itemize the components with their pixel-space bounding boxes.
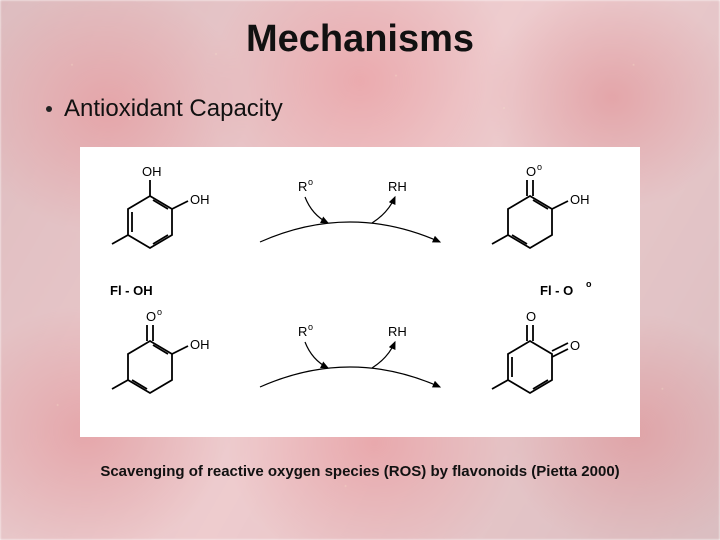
- label-o: O: [570, 338, 580, 353]
- reaction-diagram: OH OH Fl - OH R o RH: [80, 147, 640, 437]
- svg-text:Fl - O: Fl - O: [540, 283, 573, 298]
- slide-content: Mechanisms Antioxidant Capacity OH: [0, 0, 720, 540]
- bullet-dot-icon: [46, 106, 52, 112]
- label-r-radical: R: [298, 324, 307, 339]
- bullet-text: Antioxidant Capacity: [64, 95, 283, 123]
- label-o: O: [146, 309, 156, 324]
- bullet-row: Antioxidant Capacity: [46, 95, 680, 123]
- radical-dot: o: [308, 322, 313, 332]
- label-fl-oh: Fl - OH: [110, 283, 153, 298]
- label-fl-o-radical: Fl - O o: [540, 279, 592, 298]
- label-oh: OH: [190, 192, 210, 207]
- row1-arrow: R o RH: [260, 177, 440, 242]
- row2-reactant: O o OH: [112, 307, 210, 393]
- radical-dot: o: [537, 162, 542, 172]
- label-rh: RH: [388, 324, 407, 339]
- label-oh: OH: [570, 192, 590, 207]
- diagram-caption: Scavenging of reactive oxygen species (R…: [40, 463, 680, 480]
- label-o: O: [526, 309, 536, 324]
- slide-title: Mechanisms: [40, 18, 680, 61]
- radical-dot: o: [157, 307, 162, 317]
- label-oh: OH: [190, 337, 210, 352]
- label-o: O: [526, 164, 536, 179]
- reaction-svg: OH OH Fl - OH R o RH: [80, 147, 640, 437]
- row2-arrow: R o RH: [260, 322, 440, 387]
- radical-dot: o: [308, 177, 313, 187]
- label-r-radical: R: [298, 179, 307, 194]
- row2-product: O O: [492, 309, 580, 393]
- label-rh: RH: [388, 179, 407, 194]
- svg-text:o: o: [586, 279, 592, 289]
- row1-reactant: OH OH: [112, 164, 210, 248]
- row1-product: O o OH: [492, 162, 590, 248]
- label-oh: OH: [142, 164, 162, 179]
